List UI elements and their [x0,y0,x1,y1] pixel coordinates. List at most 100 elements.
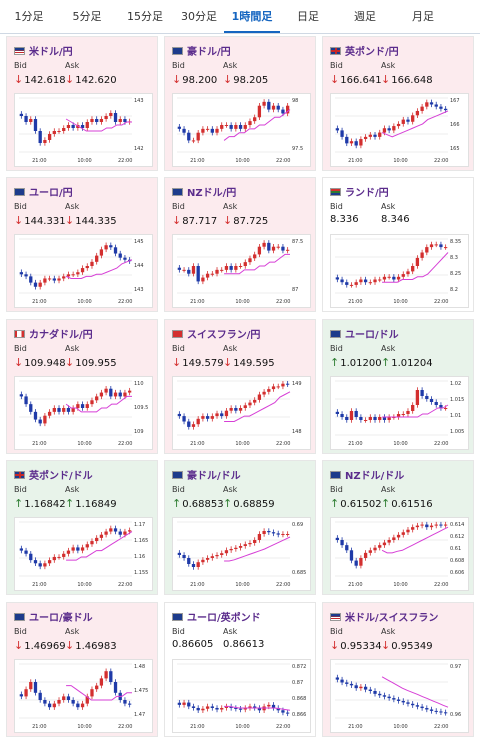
ask-value: ↑0.61516 [381,497,433,510]
pair-card[interactable]: ユーロ/英ポンド Bid Ask 0.86605 0.86613 0.872 0.87 0.8… [164,602,316,737]
pair-name[interactable]: 英ポンド/円 [345,47,399,58]
x-tick-label: 21:00 [32,299,46,305]
candle [359,686,363,689]
x-tick-label: 21:00 [190,582,204,588]
pair-card[interactable]: 米ドル/円 Bid Ask ↓142.618 ↓142.620 143 142 21:00 10… [6,36,158,171]
candle [76,703,80,708]
ask-label: Ask [223,61,238,70]
candle [182,416,186,422]
tab-5min[interactable]: 5分足 [72,10,102,23]
tab-monthly[interactable]: 月足 [412,10,434,23]
pair-card[interactable]: NZドル/円 Bid Ask ↓87.717 ↓87.725 87.5 87 21:00 10:… [164,177,316,312]
pair-name[interactable]: ランド/円 [345,188,389,199]
pair-card[interactable]: ユーロ/豪ドル Bid Ask ↓1.46969 ↓1.46983 1.48 1.475 1.… [6,602,158,737]
pair-name[interactable]: ユーロ/豪ドル [29,613,93,624]
tab-30min[interactable]: 30分足 [181,10,217,23]
price-chart[interactable]: 1.48 1.475 1.47 21:00 10:00 22:00 [14,659,153,733]
tab-weekly[interactable]: 週足 [354,10,376,23]
pair-title[interactable]: 豪ドル/ドル [172,467,241,482]
tab-15min[interactable]: 15分足 [127,10,163,23]
price-chart[interactable]: 1.02 1.015 1.01 1.005 21:00 10:00 22:00 [330,376,469,450]
price-chart[interactable]: 0.872 0.87 0.868 0.866 21:00 10:00 22:00 [172,659,311,733]
bid-price: 0.68853 [182,499,224,510]
pair-card[interactable]: ユーロ/円 Bid Ask ↓144.331 ↓144.335 145 144 143 21:0… [6,177,158,312]
pair-title[interactable]: ランド/円 [330,184,389,199]
price-chart[interactable]: 149 148 21:00 10:00 22:00 [172,376,311,450]
pair-card[interactable]: 米ドル/スイスフラン Bid Ask ↓0.95334 ↓0.95349 0.97 0.96… [322,602,474,737]
tab-1min[interactable]: 1分足 [14,10,44,23]
pair-title[interactable]: 豪ドル/円 [172,43,231,58]
pair-title[interactable]: NZドル/円 [172,184,237,199]
pair-title[interactable]: ユーロ/豪ドル [14,609,93,624]
pair-name[interactable]: ユーロ/ドル [345,330,399,341]
pair-name[interactable]: NZドル/円 [187,188,237,199]
candle [118,392,122,397]
pair-title[interactable]: 米ドル/円 [14,43,73,58]
price-chart[interactable]: 1.17 1.165 1.16 1.155 21:00 10:00 22:00 [14,517,153,591]
pair-title[interactable]: ユーロ/ドル [330,326,399,341]
pair-title[interactable]: 英ポンド/ドル [14,467,93,482]
pair-name[interactable]: ユーロ/英ポンド [187,613,261,624]
price-chart[interactable]: 110 109.5 109 21:00 10:00 22:00 [14,376,153,450]
pair-title[interactable]: ユーロ/円 [14,184,73,199]
pair-name[interactable]: 米ドル/スイスフラン [345,613,439,624]
moving-average-line [65,118,132,132]
price-chart[interactable]: 145 144 143 21:00 10:00 22:00 [14,234,153,308]
candle [90,689,94,697]
ask-price: 1.16849 [75,499,117,510]
pair-card[interactable]: ユーロ/ドル Bid Ask ↑1.01200 ↑1.01204 1.02 1.015 1.0… [322,319,474,454]
price-chart[interactable]: 87.5 87 21:00 10:00 22:00 [172,234,311,308]
candle [66,550,71,554]
candle [285,105,290,114]
bid-value: ↓166.641 [330,73,382,86]
pair-card[interactable]: 豪ドル/ドル Bid Ask ↑0.68853 ↑0.68859 0.69 0.685 21:… [164,460,316,595]
pair-name[interactable]: 英ポンド/ドル [29,471,93,482]
pair-name[interactable]: NZドル/ドル [345,471,405,482]
candle [224,550,229,554]
pair-card[interactable]: ランド/円 Bid Ask 8.336 8.346 8.35 8.3 8.25 8.2 21:00… [322,177,474,312]
bid-value: 8.336 [330,214,359,225]
pair-name[interactable]: カナダドル/円 [29,330,93,341]
price-chart[interactable]: 0.69 0.685 21:00 10:00 22:00 [172,517,311,591]
pair-title[interactable]: NZドル/ドル [330,467,405,482]
tab-1hour[interactable]: 1時間足 [224,0,280,33]
pair-title[interactable]: 米ドル/スイスフラン [330,609,439,624]
candle [345,682,349,684]
pair-card[interactable]: NZドル/ドル Bid Ask ↑0.61502 ↑0.61516 0.614 0.612 0… [322,460,474,595]
price-chart[interactable]: 0.614 0.612 0.61 0.608 0.606 21:00 10:00 22:00 [330,517,469,591]
y-tick-label: 1.16 [134,554,145,560]
candle [243,707,247,710]
pair-card[interactable]: 豪ドル/円 Bid Ask ↓98.200 ↓98.205 98 97.5 21:00 10:0… [164,36,316,171]
candle [104,245,108,250]
flag-icon [14,188,25,196]
candle [271,386,276,390]
pair-card[interactable]: 英ポンド/ドル Bid Ask ↑1.16842 ↑1.16849 1.17 1.165 1.… [6,460,158,595]
candle [118,531,122,535]
pair-name[interactable]: 豪ドル/ドル [187,471,241,482]
price-chart[interactable]: 98 97.5 21:00 10:00 22:00 [172,93,311,167]
tab-daily[interactable]: 日足 [297,10,319,23]
candle [201,708,205,711]
pair-title[interactable]: カナダドル/円 [14,326,93,341]
pair-card[interactable]: スイスフラン/円 Bid Ask ↓149.579 ↓149.595 149 148 21:0… [164,319,316,454]
candle [401,532,405,535]
candle [420,524,424,526]
price-chart[interactable]: 143 142 21:00 10:00 22:00 [14,93,153,167]
pair-title[interactable]: 英ポンド/円 [330,43,399,58]
price-chart[interactable]: 0.97 0.96 21:00 10:00 22:00 [330,659,469,733]
candle [406,702,410,704]
pair-name[interactable]: スイスフラン/円 [187,330,261,341]
price-chart[interactable]: 167 166 165 21:00 10:00 22:00 [330,93,469,167]
pair-name[interactable]: 豪ドル/円 [187,47,231,58]
y-tick-label: 109.5 [134,405,148,411]
candle [52,556,56,561]
candle [47,560,52,564]
pair-card[interactable]: 英ポンド/円 Bid Ask ↓166.641 ↓166.648 167 166 165 21:… [322,36,474,171]
pair-name[interactable]: 米ドル/円 [29,47,73,58]
pair-title[interactable]: ユーロ/英ポンド [172,609,261,624]
pair-name[interactable]: ユーロ/円 [29,188,73,199]
bid-label: Bid [14,344,27,353]
price-chart[interactable]: 8.35 8.3 8.25 8.2 21:00 10:00 22:00 [330,234,469,308]
pair-title[interactable]: スイスフラン/円 [172,326,261,341]
pair-card[interactable]: カナダドル/円 Bid Ask ↓109.948 ↓109.955 110 109.5 109… [6,319,158,454]
